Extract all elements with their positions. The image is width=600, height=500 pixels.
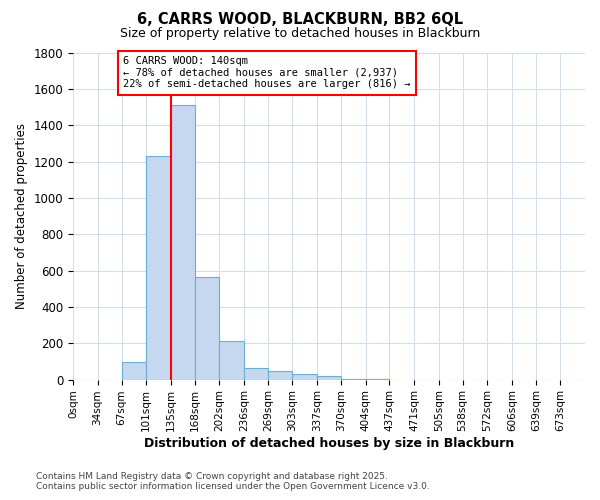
Text: 6 CARRS WOOD: 140sqm
← 78% of detached houses are smaller (2,937)
22% of semi-de: 6 CARRS WOOD: 140sqm ← 78% of detached h… bbox=[123, 56, 410, 90]
Bar bbox=[146, 156, 171, 380]
Bar bbox=[341, 378, 365, 380]
X-axis label: Distribution of detached houses by size in Blackburn: Distribution of detached houses by size … bbox=[144, 437, 514, 450]
Bar bbox=[292, 374, 317, 380]
Bar bbox=[122, 362, 146, 380]
Text: Size of property relative to detached houses in Blackburn: Size of property relative to detached ho… bbox=[120, 28, 480, 40]
Bar bbox=[317, 376, 341, 380]
Bar bbox=[244, 368, 268, 380]
Bar bbox=[268, 372, 292, 380]
Bar bbox=[194, 277, 220, 380]
Text: Contains public sector information licensed under the Open Government Licence v3: Contains public sector information licen… bbox=[36, 482, 430, 491]
Y-axis label: Number of detached properties: Number of detached properties bbox=[15, 123, 28, 309]
Text: 6, CARRS WOOD, BLACKBURN, BB2 6QL: 6, CARRS WOOD, BLACKBURN, BB2 6QL bbox=[137, 12, 463, 28]
Text: Contains HM Land Registry data © Crown copyright and database right 2025.: Contains HM Land Registry data © Crown c… bbox=[36, 472, 388, 481]
Bar bbox=[220, 342, 244, 380]
Bar bbox=[171, 105, 194, 380]
